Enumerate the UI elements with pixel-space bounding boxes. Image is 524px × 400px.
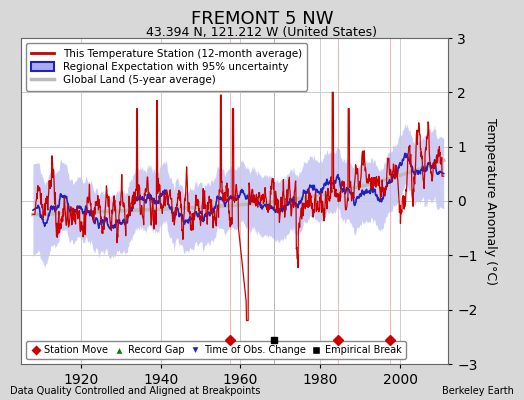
- Text: 43.394 N, 121.212 W (United States): 43.394 N, 121.212 W (United States): [147, 26, 377, 39]
- Text: Berkeley Earth: Berkeley Earth: [442, 386, 514, 396]
- Legend: Station Move, Record Gap, Time of Obs. Change, Empirical Break: Station Move, Record Gap, Time of Obs. C…: [26, 341, 406, 359]
- Y-axis label: Temperature Anomaly (°C): Temperature Anomaly (°C): [484, 118, 497, 284]
- Text: Data Quality Controlled and Aligned at Breakpoints: Data Quality Controlled and Aligned at B…: [10, 386, 261, 396]
- Text: FREMONT 5 NW: FREMONT 5 NW: [191, 10, 333, 28]
